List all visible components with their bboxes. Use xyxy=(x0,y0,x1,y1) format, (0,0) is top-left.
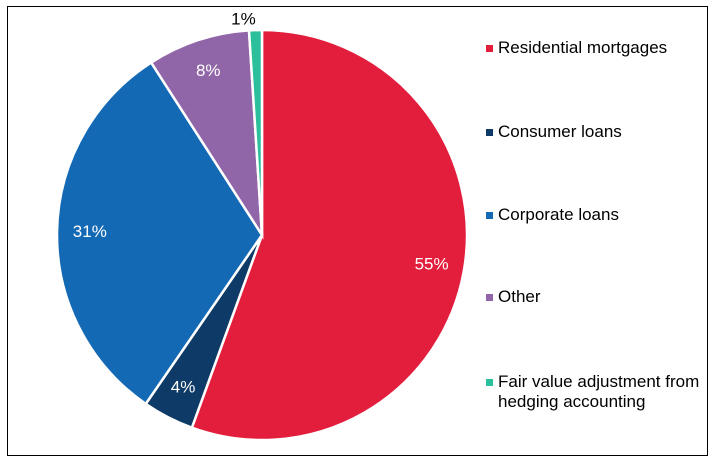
legend-swatch xyxy=(486,129,493,136)
legend-swatch xyxy=(486,212,493,219)
legend-label: Consumer loans xyxy=(498,122,622,141)
legend-item: Other xyxy=(486,287,713,307)
data-label: 1% xyxy=(231,10,256,29)
data-label: 31% xyxy=(73,222,107,241)
pie-slice xyxy=(190,28,469,442)
legend-swatch xyxy=(486,45,493,52)
legend-item: Corporate loans xyxy=(486,205,713,225)
legend-item: Fair value adjustment from hedging accou… xyxy=(486,372,713,412)
legend-label: Fair value adjustment from hedging accou… xyxy=(498,372,700,411)
data-label: 55% xyxy=(415,254,449,273)
pie-slice xyxy=(247,28,264,236)
data-label: 4% xyxy=(171,378,196,397)
legend-swatch xyxy=(486,294,493,301)
legend-swatch xyxy=(486,379,493,386)
legend-label: Residential mortgages xyxy=(498,38,668,57)
pie-slice xyxy=(55,60,264,406)
legend-label: Corporate loans xyxy=(498,205,619,224)
data-label: 8% xyxy=(196,61,221,80)
legend-item: Consumer loans xyxy=(486,122,713,142)
legend-label: Other xyxy=(498,287,541,306)
pie-slice xyxy=(149,29,264,240)
legend-item: Residential mortgages xyxy=(486,38,713,58)
